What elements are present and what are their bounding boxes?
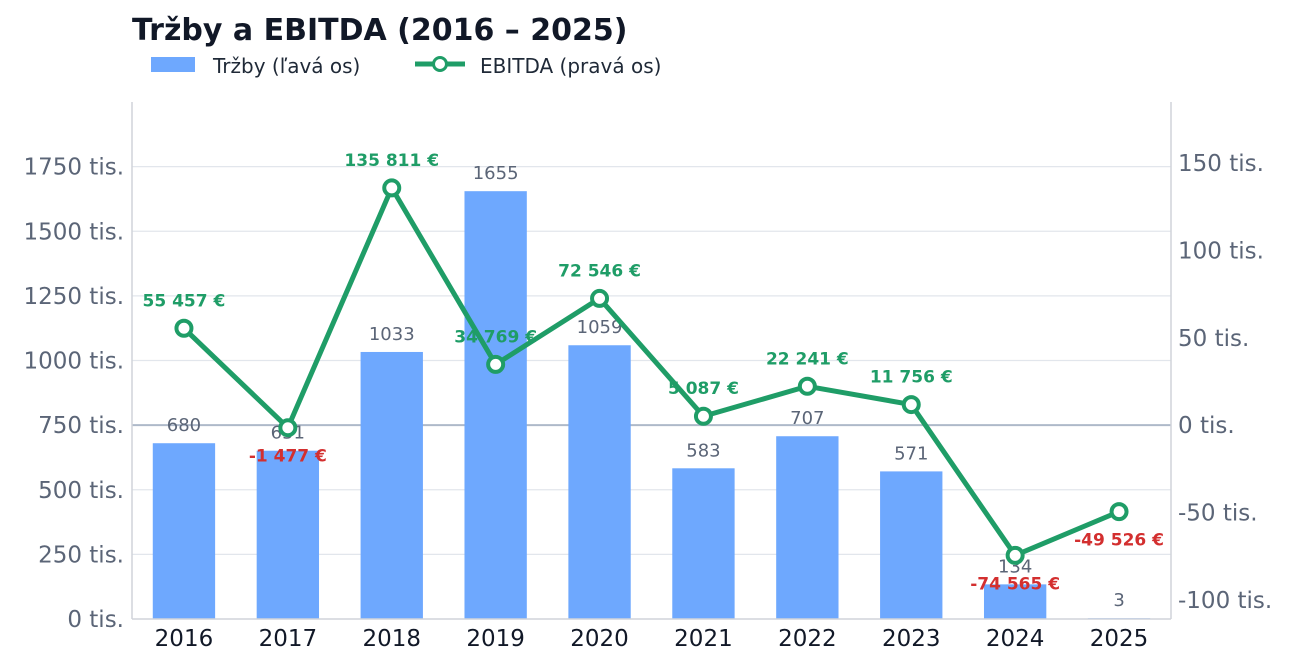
legend-label-ebitda: EBITDA (pravá os) [480,54,661,78]
x-tick-label: 2021 [674,626,733,652]
revenue-bar-label: 707 [790,408,824,429]
ebitda-value-label: 22 241 € [766,349,849,369]
ebitda-point [486,354,506,374]
x-tick-label: 2025 [1090,626,1149,652]
ebitda-value-label: 34 769 € [454,327,537,347]
revenue-bar-label: 134 [998,556,1032,577]
y-left-tick-label: 250 tis. [38,542,124,568]
revenue-bar [983,584,1047,619]
ebitda-point [1109,502,1129,522]
y-right-tick-label: 100 tis. [1178,238,1264,264]
ebitda-labels: 55 457 € -1 477 € 135 811 € 34 769 € 72 546 … [143,151,1164,594]
y-left-tick-label: 1500 tis. [23,219,124,245]
x-tick-label: 2022 [778,626,837,652]
y-right-tick-label: 150 tis. [1178,151,1264,177]
ebitda-value-label: 5 087 € [668,379,739,399]
x-tick-label: 2020 [570,626,629,652]
legend-label-revenue: Tržby (ľavá os) [212,54,360,78]
revenue-bar [880,471,943,619]
y-left-tick-label: 500 tis. [38,478,124,504]
revenue-bar-label: 571 [894,443,928,464]
x-tick-label: 2019 [466,626,525,652]
revenue-bar [672,468,735,619]
revenue-bar [568,345,631,619]
legend: Tržby (ľavá os) EBITDA (pravá os) [151,54,661,78]
y-right-tick-label: -50 tis. [1178,500,1258,526]
x-tick-label: 2023 [882,626,941,652]
revenue-bar-label: 1059 [577,317,623,338]
y-left-tick-label: 1750 tis. [23,155,124,181]
chart-title: Tržby a EBITDA (2016 – 2025) [132,13,627,48]
x-tick-label: 2017 [259,626,318,652]
y-right-tick-label: 50 tis. [1178,326,1249,352]
revenue-bar-label: 3 [1113,590,1124,611]
ebitda-value-label: -49 526 € [1074,531,1164,551]
ebitda-value-label: 11 756 € [870,368,953,388]
y-left-tick-label: 750 tis. [38,413,124,439]
revenue-bar-label: 680 [167,415,201,436]
revenue-bar [152,443,216,619]
ebitda-point [174,318,194,338]
revenue-bar [360,351,423,619]
ebitda-line-layer [174,178,1129,565]
x-tick-label: 2024 [986,626,1045,652]
axes: 0 tis. 250 tis. 500 tis. 750 tis. 1000 tis. 1… [23,102,1272,652]
ebitda-value-label: 55 457 € [143,291,226,311]
ebitda-point [1005,545,1025,565]
ebitda-value-label: 72 546 € [558,261,641,281]
y-right-tick-label: -100 tis. [1178,588,1272,614]
revenue-bar-label: 1033 [369,324,415,345]
revenue-bar-label: 1655 [473,163,519,184]
revenue-bar [464,191,527,619]
legend-line-marker [432,56,448,72]
y-left-tick-label: 0 tis. [67,607,124,633]
x-tick-label: 2018 [362,626,421,652]
y-right-tick-label: 0 tis. [1178,413,1235,439]
ebitda-value-label: -74 565 € [970,574,1060,594]
ebitda-value-label: -1 477 € [249,447,327,467]
y-left-tick-label: 1000 tis. [23,349,124,375]
legend-bar-swatch [151,57,195,72]
ebitda-point [278,418,298,438]
ebitda-point [382,178,402,198]
ebitda-value-label: 135 811 € [344,151,439,171]
ebitda-point [693,406,713,426]
revenue-bar [776,436,839,619]
revenue-bar-label: 583 [686,440,720,461]
y-left-tick-label: 1250 tis. [23,284,124,310]
ebitda-point [797,376,817,396]
ebitda-point [590,288,610,308]
x-tick-label: 2016 [155,626,214,652]
bars [152,191,1151,619]
revenue-bar [256,450,320,619]
ebitda-line [181,185,1122,558]
ebitda-point [901,395,921,415]
